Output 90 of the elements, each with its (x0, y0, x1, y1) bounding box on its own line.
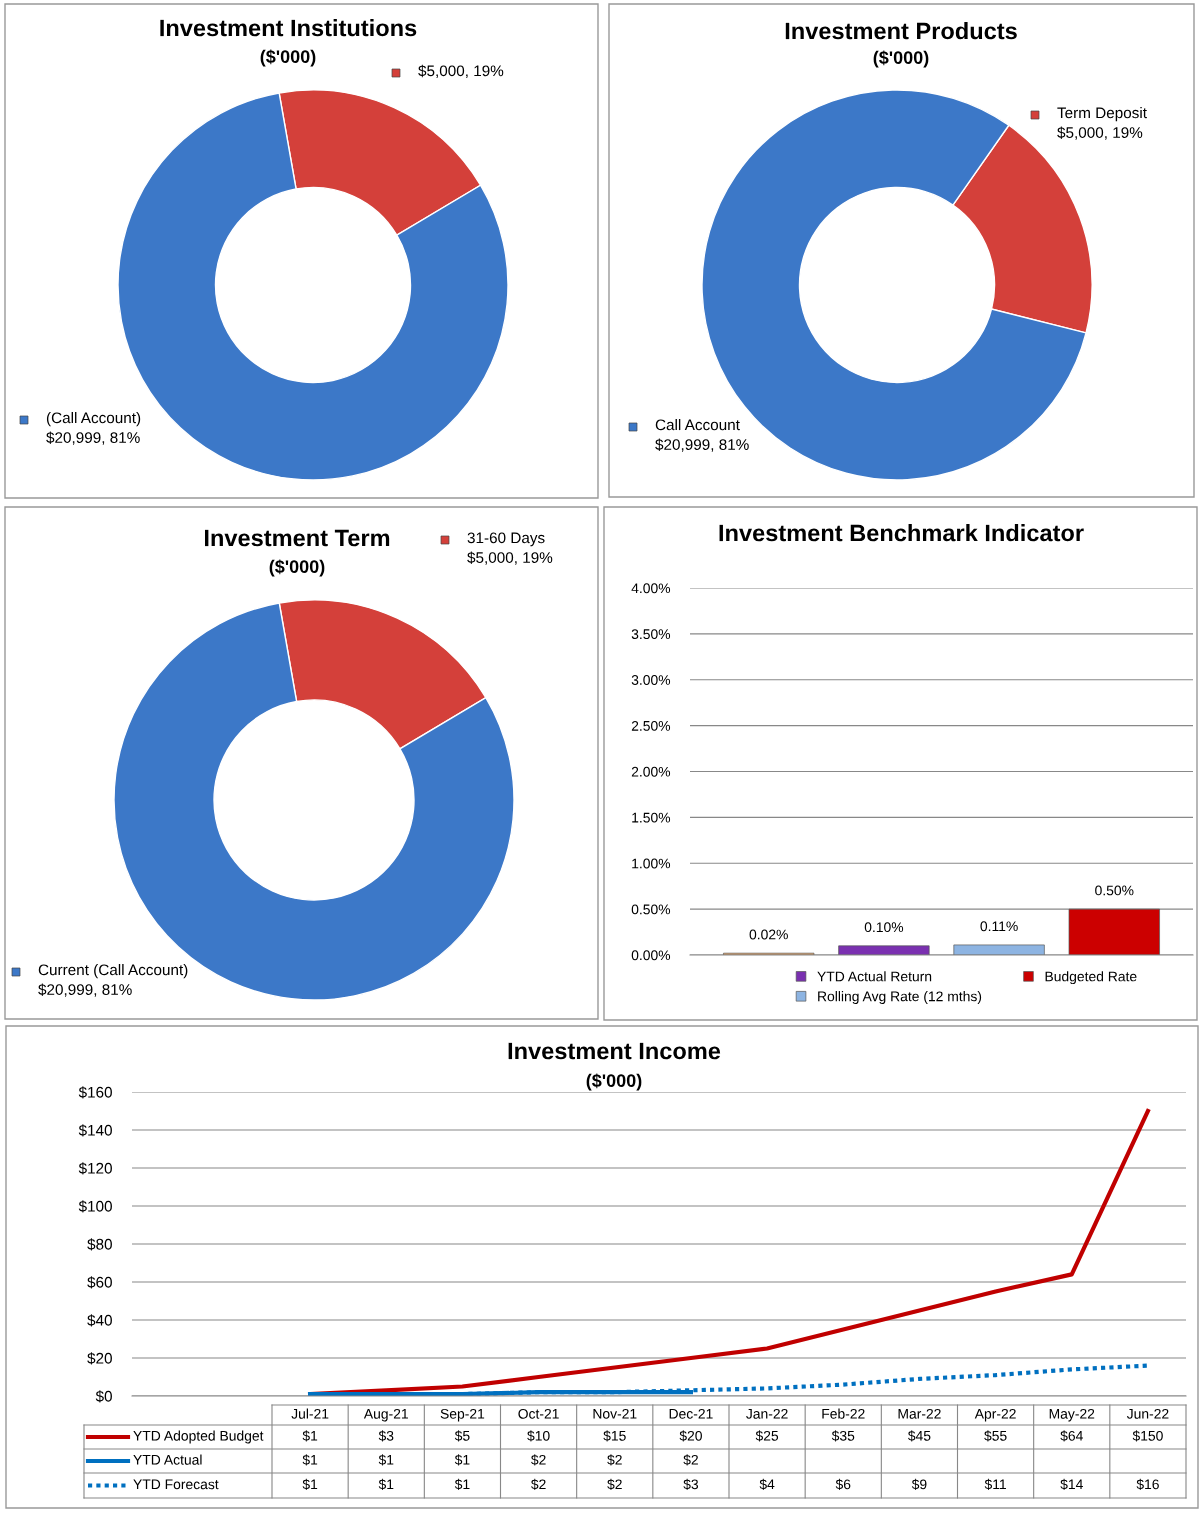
legend-label: Rolling Avg Rate (12 mths) (818, 991, 982, 1005)
data-label: $2 (607, 1454, 622, 1466)
data-label: $64 (1060, 1430, 1083, 1442)
x-tick-label: Jul-21 (291, 1408, 329, 1419)
legend-label: (Call Account) (46, 412, 141, 427)
data-label: $3 (378, 1430, 394, 1442)
x-tick-label: Sep-21 (440, 1408, 485, 1422)
data-label: $11 (984, 1478, 1006, 1491)
data-label: $20,999, 81% (46, 431, 140, 445)
data-label: $16 (1136, 1478, 1159, 1491)
y-tick-label: $60 (87, 1276, 112, 1289)
data-label: $2 (531, 1454, 546, 1466)
data-label: $5,000, 19% (1057, 126, 1143, 140)
data-label: $5 (454, 1430, 470, 1442)
x-tick-label: Oct-21 (518, 1408, 559, 1419)
data-label: $20,999, 81% (38, 983, 132, 997)
y-tick-label: $20 (87, 1352, 112, 1365)
chart-title: Investment Institutions (160, 19, 417, 37)
y-tick-label: 0.00% (631, 950, 671, 961)
x-tick-label: Nov-21 (593, 1408, 637, 1419)
x-tick-label: Jan-22 (746, 1408, 788, 1419)
y-tick-label: 1.50% (632, 812, 671, 823)
data-label: $1 (302, 1430, 318, 1442)
x-tick-label: May-22 (1049, 1408, 1095, 1422)
data-label: $25 (755, 1430, 779, 1442)
y-tick-label: $0 (95, 1390, 112, 1403)
text: ($'000) (269, 559, 325, 577)
data-label: $20,999, 81% (655, 438, 749, 452)
data-label: $45 (907, 1430, 931, 1442)
data-label: $9 (911, 1478, 927, 1491)
data-label: 0.02% (749, 929, 788, 940)
data-label: 0.11% (980, 921, 1018, 932)
y-tick-label: 1.00% (632, 858, 671, 869)
x-tick-label: Feb-22 (822, 1408, 865, 1419)
data-label: $15 (603, 1430, 626, 1442)
data-label: $6 (835, 1478, 851, 1491)
data-label: $5,000, 19% (467, 551, 553, 565)
legend-label: Current (Call Account) (38, 964, 188, 979)
y-tick-label: 2.00% (631, 766, 671, 777)
y-tick-label: 3.50% (631, 629, 671, 640)
data-label: $5,000, 19% (418, 64, 504, 79)
legend-label: 31-60 Days (467, 532, 545, 547)
x-tick-label: Mar-22 (898, 1408, 941, 1419)
text: Investment Term (204, 529, 390, 547)
data-label: $1 (378, 1454, 394, 1466)
chart-title: Investment Benchmark Indicator (719, 523, 1084, 542)
data-label: $2 (531, 1478, 546, 1491)
text: ($'000) (873, 50, 929, 68)
data-label: $2 (683, 1454, 698, 1466)
data-label: $1 (454, 1454, 470, 1466)
y-tick-label: $140 (78, 1124, 112, 1137)
data-label: $1 (378, 1478, 394, 1491)
data-label: $1 (454, 1478, 470, 1491)
y-tick-label: $160 (78, 1086, 112, 1099)
chart-title: Investment Income (508, 1042, 721, 1060)
y-tick-label: 3.00% (631, 675, 671, 685)
data-label: $3 (683, 1478, 699, 1491)
x-tick-label: Aug-21 (363, 1408, 408, 1422)
legend-label: Call Account (655, 419, 740, 431)
y-tick-label: $100 (78, 1200, 112, 1213)
x-tick-label: Jun-22 (1126, 1408, 1169, 1419)
data-label: $35 (831, 1430, 855, 1442)
y-tick-label: $80 (87, 1238, 112, 1251)
data-label: $14 (1060, 1478, 1083, 1491)
y-tick-label: 2.50% (631, 720, 671, 731)
data-label: $2 (607, 1478, 622, 1491)
data-label: $10 (527, 1430, 550, 1442)
y-tick-label: 4.00% (631, 583, 671, 594)
legend-label: YTD Actual (133, 1454, 202, 1465)
data-label: $1 (302, 1454, 318, 1466)
legend-label: Budgeted Rate (1045, 971, 1137, 985)
legend-label: YTD Forecast (133, 1479, 219, 1490)
legend-label: YTD Adopted Budget (133, 1430, 264, 1444)
y-tick-label: $120 (78, 1162, 112, 1175)
legend-label: Term Deposit (1057, 107, 1147, 122)
data-label: 0.10% (864, 922, 904, 933)
chart-subtitle: ($'000) (260, 49, 316, 67)
data-label: $55 (984, 1430, 1007, 1442)
data-label: $4 (759, 1478, 775, 1491)
y-tick-label: $40 (87, 1314, 112, 1327)
chart-subtitle: ($'000) (586, 1073, 642, 1091)
x-tick-label: Dec-21 (669, 1408, 713, 1419)
data-label: $150 (1132, 1430, 1163, 1442)
data-label: $1 (302, 1478, 318, 1491)
legend-label: YTD Actual Return (817, 971, 932, 982)
y-tick-label: 0.50% (631, 904, 671, 915)
data-label: $20 (679, 1430, 702, 1442)
text: Investment Products (785, 22, 1017, 40)
x-tick-label: Apr-22 (974, 1408, 1016, 1422)
data-label: 0.50% (1095, 885, 1134, 896)
